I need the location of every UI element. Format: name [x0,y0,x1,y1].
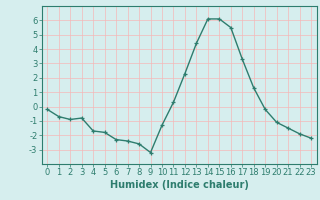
X-axis label: Humidex (Indice chaleur): Humidex (Indice chaleur) [110,180,249,190]
